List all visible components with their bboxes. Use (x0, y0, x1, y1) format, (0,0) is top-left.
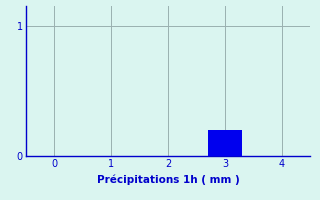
X-axis label: Précipitations 1h ( mm ): Précipitations 1h ( mm ) (97, 174, 239, 185)
Bar (208, 130, 242, 156)
